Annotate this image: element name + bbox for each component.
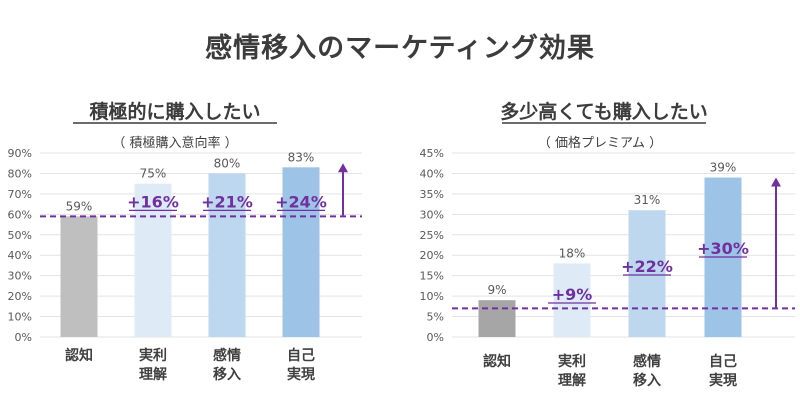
chart2-value-label: 31% xyxy=(634,193,661,207)
chart2-category-label: 感情 xyxy=(633,353,661,370)
chart1-category-label: 実利 xyxy=(139,347,167,364)
chart2-y-tick-label: 25% xyxy=(420,229,444,242)
chart2-category-label: 理解 xyxy=(558,372,586,389)
chart2-delta-label: +30% xyxy=(697,239,749,258)
chart2-y-tick-label: 40% xyxy=(420,167,444,180)
chart1-title: 積極的に購入したい xyxy=(89,100,260,123)
chart2-y-tick-label: 10% xyxy=(420,290,444,303)
chart2-y-tick-label: 20% xyxy=(420,249,444,262)
chart2-value-label: 39% xyxy=(710,161,737,175)
chart2-category-label: 実利 xyxy=(558,353,586,370)
chart1-y-tick-label: 20% xyxy=(8,290,32,303)
chart1-value-label: 59% xyxy=(66,199,93,213)
chart2-category-label: 自己 xyxy=(709,353,737,370)
chart1-value-label: 83% xyxy=(288,150,315,164)
chart1-y-tick-label: 40% xyxy=(8,249,32,262)
chart1-y-tick-label: 0% xyxy=(15,331,32,344)
chart1-delta-label: +24% xyxy=(275,192,327,211)
chart1-value-label: 80% xyxy=(214,156,241,170)
chart1-category-label: 実現 xyxy=(287,366,315,383)
chart2-increase-arrowhead xyxy=(771,177,781,187)
chart2-delta-label: +9% xyxy=(552,285,593,304)
chart1-subtitle: （ 積極購入意向率 ） xyxy=(112,135,237,151)
chart2-category-label: 移入 xyxy=(633,372,661,389)
chart2-category-label: 認知 xyxy=(483,353,511,370)
chart2-subtitle: （ 価格プレミアム ） xyxy=(538,135,662,151)
chart1-y-tick-label: 60% xyxy=(8,208,32,221)
chart1-category-label: 移入 xyxy=(213,366,241,383)
chart1-category-label: 感情 xyxy=(213,347,241,364)
chart1-bar xyxy=(208,173,246,337)
chart1-y-tick-label: 10% xyxy=(8,311,32,324)
chart2-y-tick-label: 15% xyxy=(420,270,444,283)
chart2-value-label: 9% xyxy=(487,283,506,297)
chart2-y-tick-label: 30% xyxy=(420,208,444,221)
chart1-y-tick-label: 80% xyxy=(8,167,32,180)
chart2-y-tick-label: 35% xyxy=(420,188,444,201)
chart1-category-label: 自己 xyxy=(287,347,315,364)
chart2-y-tick-label: 45% xyxy=(420,147,444,160)
chart2-y-tick-label: 0% xyxy=(427,331,444,344)
chart1-increase-arrowhead xyxy=(338,163,348,173)
chart2-bar xyxy=(628,210,666,337)
chart1-y-tick-label: 90% xyxy=(8,147,32,160)
chart1-delta-label: +16% xyxy=(127,192,179,211)
chart1-value-label: 75% xyxy=(140,167,167,181)
chart1-bar xyxy=(282,167,320,337)
chart2-title: 多少高くても購入したい xyxy=(500,100,707,123)
chart1-y-tick-label: 70% xyxy=(8,188,32,201)
chart1-category-label: 認知 xyxy=(65,347,93,364)
chart2-bar xyxy=(478,300,516,337)
chart1-category-label: 理解 xyxy=(139,366,167,383)
chart1-bar xyxy=(60,216,98,337)
chart2-category-label: 実現 xyxy=(709,372,737,389)
chart2-y-tick-label: 5% xyxy=(427,311,444,324)
main-title: 感情移入のマーケティング効果 xyxy=(205,33,595,64)
chart2-delta-label: +22% xyxy=(621,257,673,276)
chart2-value-label: 18% xyxy=(559,246,586,260)
chart1-y-tick-label: 50% xyxy=(8,229,32,242)
chart1-delta-label: +21% xyxy=(201,192,253,211)
chart1-bar xyxy=(134,183,172,337)
chart1-y-tick-label: 30% xyxy=(8,270,32,283)
chart2-bar xyxy=(553,263,591,337)
